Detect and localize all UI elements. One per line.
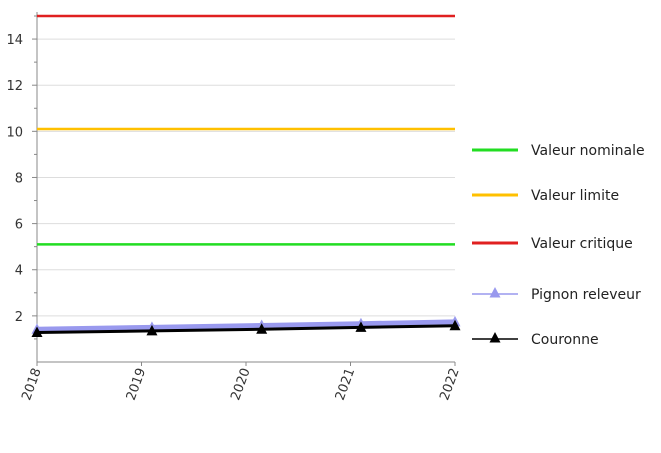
x-tick-label: 2022 bbox=[437, 366, 462, 402]
y-tick-label: 14 bbox=[6, 33, 23, 48]
legend-label-valeur-nominale[interactable]: Valeur nominale bbox=[531, 143, 645, 159]
gridlines bbox=[37, 38, 455, 317]
data-point-couronne bbox=[146, 324, 158, 336]
legend-label-valeur-limite[interactable]: Valeur limite bbox=[531, 188, 619, 204]
y-tick-label: 4 bbox=[15, 264, 23, 279]
data-point-couronne bbox=[256, 323, 268, 334]
x-tick-label: 2021 bbox=[333, 366, 358, 402]
y-tick-label: 10 bbox=[6, 125, 23, 140]
y-tick-label: 8 bbox=[15, 171, 23, 186]
legend-label-valeur-critique[interactable]: Valeur critique bbox=[531, 236, 633, 252]
y-tick-label: 2 bbox=[15, 310, 23, 325]
legend-label-couronne[interactable]: Couronne bbox=[531, 332, 599, 348]
legend-marker-pignon-releveur bbox=[489, 287, 501, 298]
data-point-couronne bbox=[31, 326, 43, 337]
axes: 2 4 6 8 10 12 14 2018 2019 2020 2021 2022 bbox=[6, 12, 463, 402]
legend-label-pignon-releveur[interactable]: Pignon releveur bbox=[531, 287, 641, 303]
series-lines bbox=[31, 14, 461, 337]
x-tick-label: 2019 bbox=[124, 366, 149, 402]
legend[interactable]: Valeur nominale Valeur limite Valeur criti… bbox=[472, 143, 645, 348]
y-tick-label: 6 bbox=[15, 218, 23, 233]
x-tick-label: 2020 bbox=[228, 366, 253, 402]
y-tick-label: 12 bbox=[6, 79, 23, 94]
x-tick-label: 2018 bbox=[19, 366, 44, 402]
data-point-couronne bbox=[449, 319, 461, 331]
legend-marker-couronne bbox=[489, 332, 501, 343]
data-point-couronne bbox=[355, 321, 367, 332]
